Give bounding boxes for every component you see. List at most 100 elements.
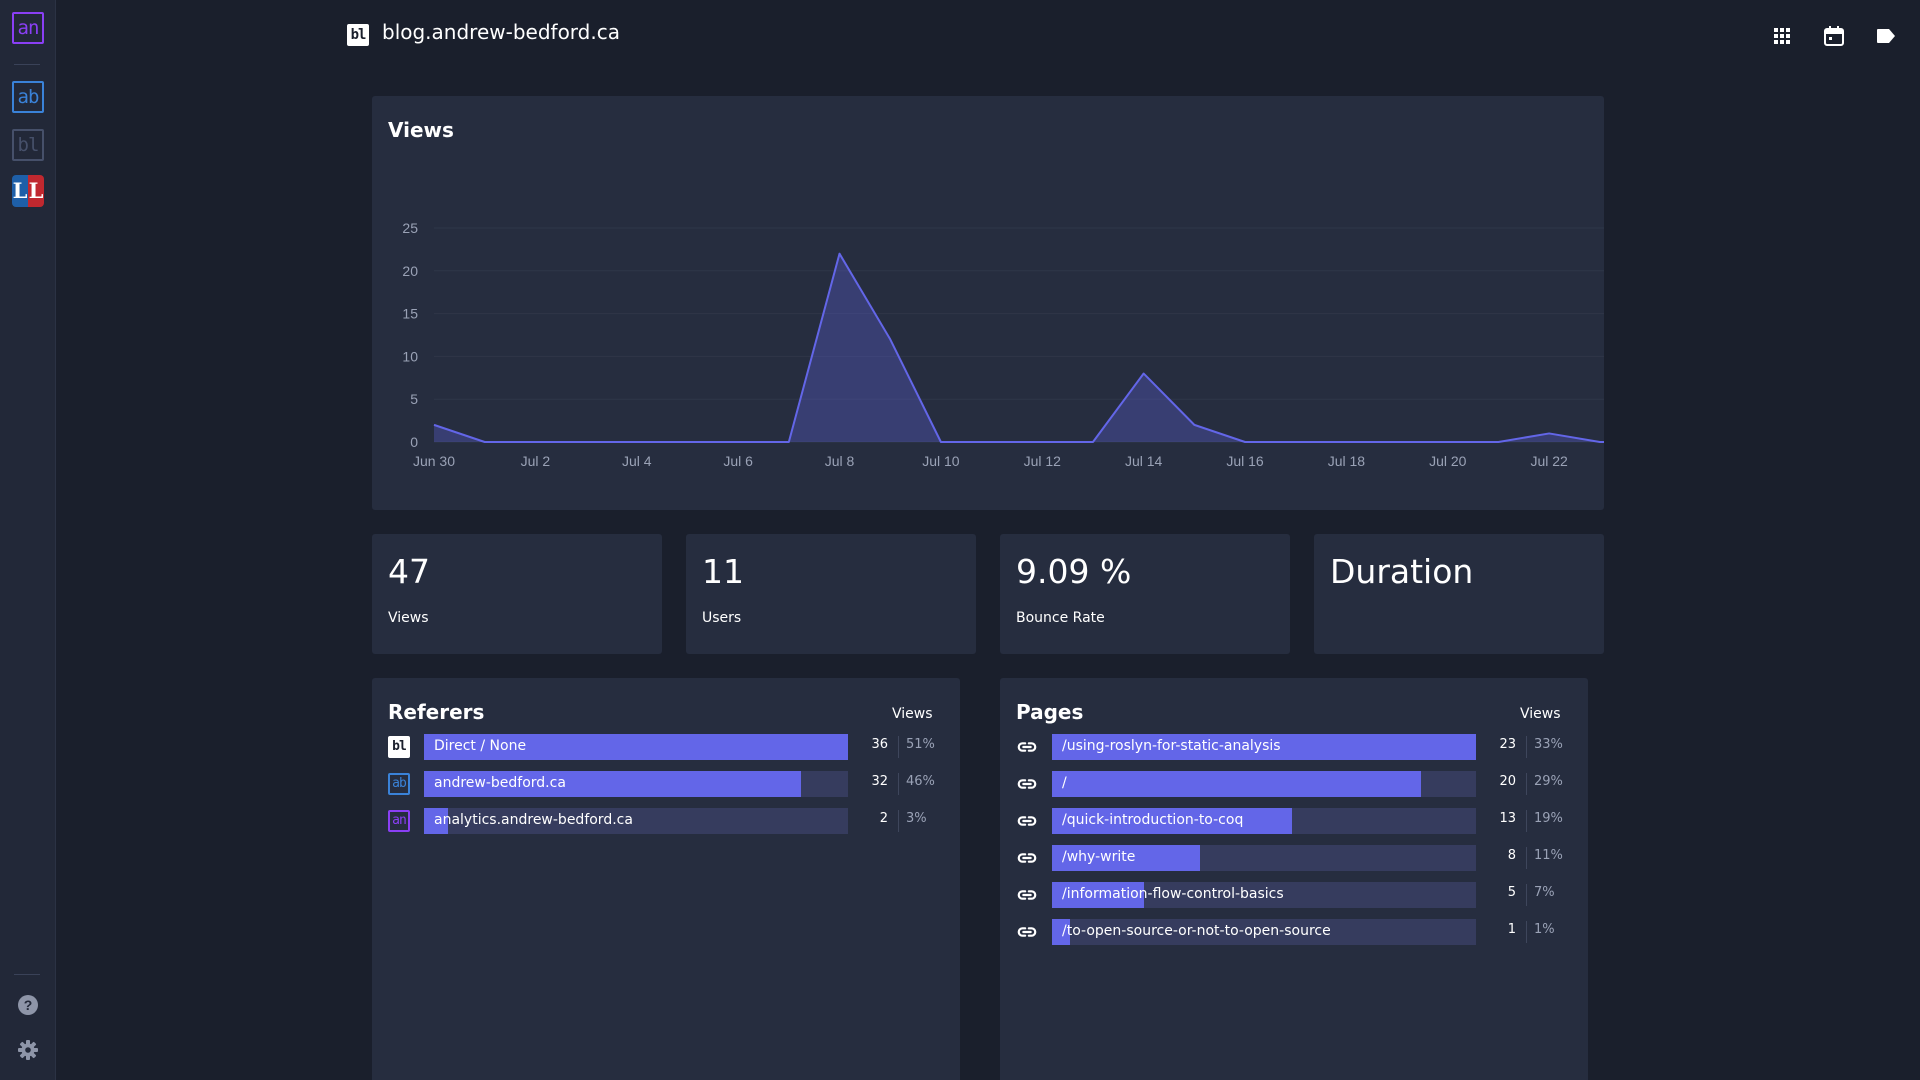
views-point — [736, 440, 740, 444]
page-row[interactable]: /using-roslyn-for-static-analysis 23 33% — [1016, 734, 1576, 760]
stat-card-views: 47 Views — [372, 534, 662, 654]
tag-icon[interactable] — [1874, 24, 1898, 48]
referer-bar: Direct / None — [424, 734, 848, 760]
stat-card-bounce-rate: 9.09 % Bounce Rate — [1000, 534, 1290, 654]
x-tick-label: Jul 14 — [1125, 453, 1163, 469]
link-icon — [1016, 921, 1038, 943]
x-tick-label: Jul 12 — [1024, 453, 1062, 469]
ll-badge-left: L — [12, 175, 28, 207]
site-blog-badge[interactable]: bl — [12, 129, 44, 161]
views-point — [1598, 440, 1602, 444]
stat-value: 9.09 % — [1016, 552, 1132, 591]
x-tick-label: Jul 22 — [1530, 453, 1568, 469]
referer-label: analytics.andrew-bedford.ca — [434, 812, 633, 828]
views-point — [1091, 440, 1095, 444]
page-row[interactable]: /to-open-source-or-not-to-open-source 1 1% — [1016, 919, 1576, 945]
sidebar: an ab bl L L ? — [0, 0, 56, 1080]
views-point — [838, 252, 842, 256]
x-tick-label: Jul 10 — [922, 453, 960, 469]
referer-percent: 46% — [906, 774, 935, 789]
page-bar-fill — [1052, 808, 1292, 834]
y-tick-label: 10 — [402, 348, 418, 364]
row-divider — [1526, 921, 1527, 943]
ll-badge-right: L — [28, 175, 44, 207]
page-bar: /to-open-source-or-not-to-open-source — [1052, 919, 1476, 945]
x-tick-label: Jul 4 — [622, 453, 652, 469]
views-chart: 0 5 10 15 20 25 Jun 30 Jul 2 Jul 4 Jul 6 Jul 8 Jul … — [402, 220, 1604, 469]
site-ll-badge[interactable]: L L — [12, 175, 44, 207]
views-point — [787, 440, 791, 444]
x-tick-label: Jul 20 — [1429, 453, 1467, 469]
views-point — [990, 440, 994, 444]
pages-card: Pages Views /using-roslyn-for-static-ana… — [1000, 678, 1588, 1080]
stat-value: 47 — [388, 552, 430, 591]
views-point — [1243, 440, 1247, 444]
header-site-logo: bl — [347, 24, 369, 46]
stat-value: Duration — [1330, 552, 1474, 591]
site-analytics-badge[interactable]: an — [12, 12, 44, 44]
page-count: 13 — [1499, 811, 1516, 826]
page-row[interactable]: /information-flow-control-basics 5 7% — [1016, 882, 1576, 908]
views-point — [1192, 423, 1196, 427]
referers-views-header: Views — [892, 706, 933, 722]
referer-label: andrew-bedford.ca — [434, 775, 566, 791]
page-bar: / — [1052, 771, 1476, 797]
views-point — [584, 440, 588, 444]
y-tick-label: 0 — [410, 434, 418, 450]
x-tick-label: Jul 6 — [723, 453, 753, 469]
views-point — [888, 337, 892, 341]
views-point — [939, 440, 943, 444]
referer-label: Direct / None — [434, 738, 527, 754]
views-point — [1294, 440, 1298, 444]
calendar-icon[interactable] — [1822, 24, 1846, 48]
stat-value: 11 — [702, 552, 744, 591]
page-percent: 33% — [1534, 737, 1563, 752]
views-point — [1040, 440, 1044, 444]
site-andrew-bedford-badge[interactable]: ab — [12, 81, 44, 113]
x-tick-label: Jul 16 — [1226, 453, 1264, 469]
views-point — [483, 440, 487, 444]
page-row[interactable]: /quick-introduction-to-coq 13 19% — [1016, 808, 1576, 834]
page-percent: 29% — [1534, 774, 1563, 789]
stat-card-users: 11 Users — [686, 534, 976, 654]
row-divider — [1526, 773, 1527, 795]
page-count: 23 — [1499, 737, 1516, 752]
page-percent: 11% — [1534, 848, 1563, 863]
views-point — [1547, 431, 1551, 435]
views-point — [533, 440, 537, 444]
referer-row[interactable]: bl Direct / None 36 51% — [388, 734, 948, 760]
stat-label: Bounce Rate — [1016, 610, 1105, 626]
page-row[interactable]: /why-write 8 11% — [1016, 845, 1576, 871]
views-chart-title: Views — [388, 118, 454, 142]
row-divider — [898, 810, 899, 832]
gear-icon[interactable] — [16, 1038, 40, 1062]
svg-text:?: ? — [24, 997, 33, 1013]
row-divider — [1526, 884, 1527, 906]
page-count: 20 — [1499, 774, 1516, 789]
y-tick-label: 5 — [410, 391, 418, 407]
views-point — [635, 440, 639, 444]
grid-icon[interactable] — [1770, 24, 1794, 48]
referer-row[interactable]: ab andrew-bedford.ca 32 46% — [388, 771, 948, 797]
page-count: 8 — [1507, 848, 1516, 863]
x-tick-label: Jul 8 — [825, 453, 855, 469]
referer-bar-fill — [424, 808, 448, 834]
referer-row[interactable]: an analytics.andrew-bedford.ca 2 3% — [388, 808, 948, 834]
x-tick-label: Jul 2 — [521, 453, 551, 469]
page-bar: /why-write — [1052, 845, 1476, 871]
referer-bar: andrew-bedford.ca — [424, 771, 848, 797]
page-title: blog.andrew-bedford.ca — [382, 20, 620, 44]
stat-label: Users — [702, 610, 742, 626]
referer-bar-fill — [424, 734, 848, 760]
referer-count: 2 — [879, 811, 888, 826]
referer-count: 36 — [871, 737, 888, 752]
link-icon — [1016, 884, 1038, 906]
stat-card-duration: Duration — [1314, 534, 1604, 654]
page-path-label: /why-write — [1062, 849, 1136, 865]
help-circle-icon[interactable]: ? — [16, 993, 40, 1017]
page-row[interactable]: / 20 29% — [1016, 771, 1576, 797]
x-tick-label: Jun 30 — [413, 453, 455, 469]
views-point — [685, 440, 689, 444]
row-divider — [1526, 810, 1527, 832]
page-bar-fill — [1052, 845, 1200, 871]
